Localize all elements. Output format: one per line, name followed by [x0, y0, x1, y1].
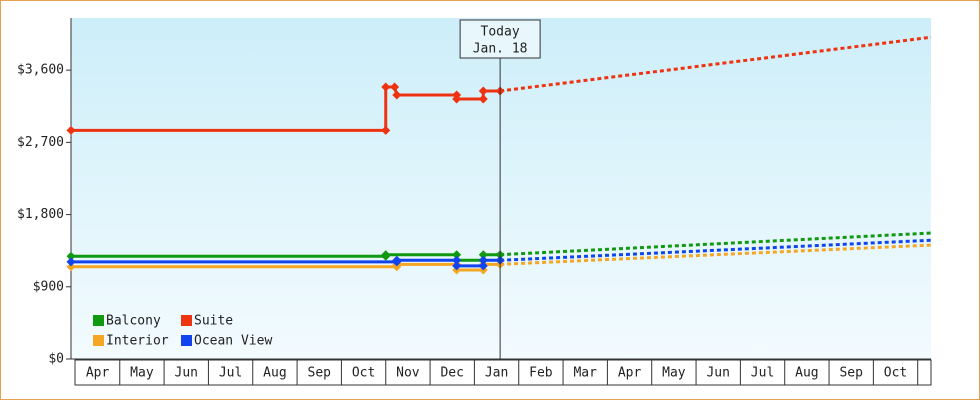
- legend-swatch: [181, 335, 192, 346]
- point: [478, 94, 488, 104]
- x-tick-label: Nov: [396, 366, 420, 381]
- point: [452, 261, 462, 271]
- today-label: Today: [481, 25, 520, 40]
- point: [392, 90, 402, 100]
- x-tick-label: Oct: [352, 366, 375, 381]
- x-tick-label: Jul: [219, 366, 242, 381]
- legend-swatch: [93, 315, 104, 326]
- y-tick-label: $900: [33, 279, 64, 294]
- legend-swatch: [181, 315, 192, 326]
- x-tick-label: Jun: [175, 366, 198, 381]
- x-tick-label: Jan: [485, 366, 508, 381]
- x-tick-label: Oct: [884, 366, 907, 381]
- forecast-line: [500, 243, 932, 266]
- forecast-line: [500, 238, 932, 262]
- point: [392, 255, 402, 265]
- x-axis-band: [74, 359, 932, 386]
- y-tick-label: $2,700: [17, 135, 64, 150]
- point: [390, 82, 400, 92]
- point: [478, 261, 488, 271]
- point: [452, 94, 462, 104]
- x-tick-label: Apr: [86, 366, 110, 381]
- point: [381, 250, 391, 260]
- plot-area: [71, 18, 931, 359]
- legend-label: Ocean View: [194, 334, 272, 349]
- y-tick-label: $0: [48, 352, 64, 367]
- point: [66, 262, 76, 272]
- x-tick-label: Feb: [529, 366, 553, 381]
- point: [452, 255, 462, 265]
- x-tick-label: Mar: [573, 366, 597, 381]
- x-tick-label: Sep: [308, 366, 332, 381]
- x-tick-label: Dec: [440, 366, 463, 381]
- x-tick-label: May: [130, 366, 154, 381]
- y-tick-label: $1,800: [17, 207, 64, 222]
- legend-label: Suite: [194, 314, 233, 329]
- point: [381, 82, 391, 92]
- forecast-line: [500, 231, 932, 257]
- point: [478, 255, 488, 265]
- today-box: [459, 19, 541, 59]
- point: [66, 257, 76, 267]
- x-tick-label: Jun: [706, 366, 729, 381]
- legend-swatch: [93, 335, 104, 346]
- legend-label: Balcony: [106, 314, 161, 329]
- point: [452, 250, 462, 260]
- point: [66, 125, 76, 135]
- point: [66, 251, 76, 261]
- today-label: Jan. 18: [473, 42, 528, 57]
- x-tick-label: Aug: [263, 366, 286, 381]
- x-tick-label: Aug: [795, 366, 818, 381]
- point: [478, 250, 488, 260]
- y-tick-label: $3,600: [17, 63, 64, 78]
- point: [478, 86, 488, 96]
- x-tick-label: Apr: [618, 366, 642, 381]
- forecast-line: [499, 35, 932, 93]
- point: [381, 125, 391, 135]
- x-tick-label: Jul: [751, 366, 774, 381]
- legend-label: Interior: [106, 334, 169, 349]
- x-tick-label: May: [662, 366, 686, 381]
- x-tick-label: Sep: [839, 366, 863, 381]
